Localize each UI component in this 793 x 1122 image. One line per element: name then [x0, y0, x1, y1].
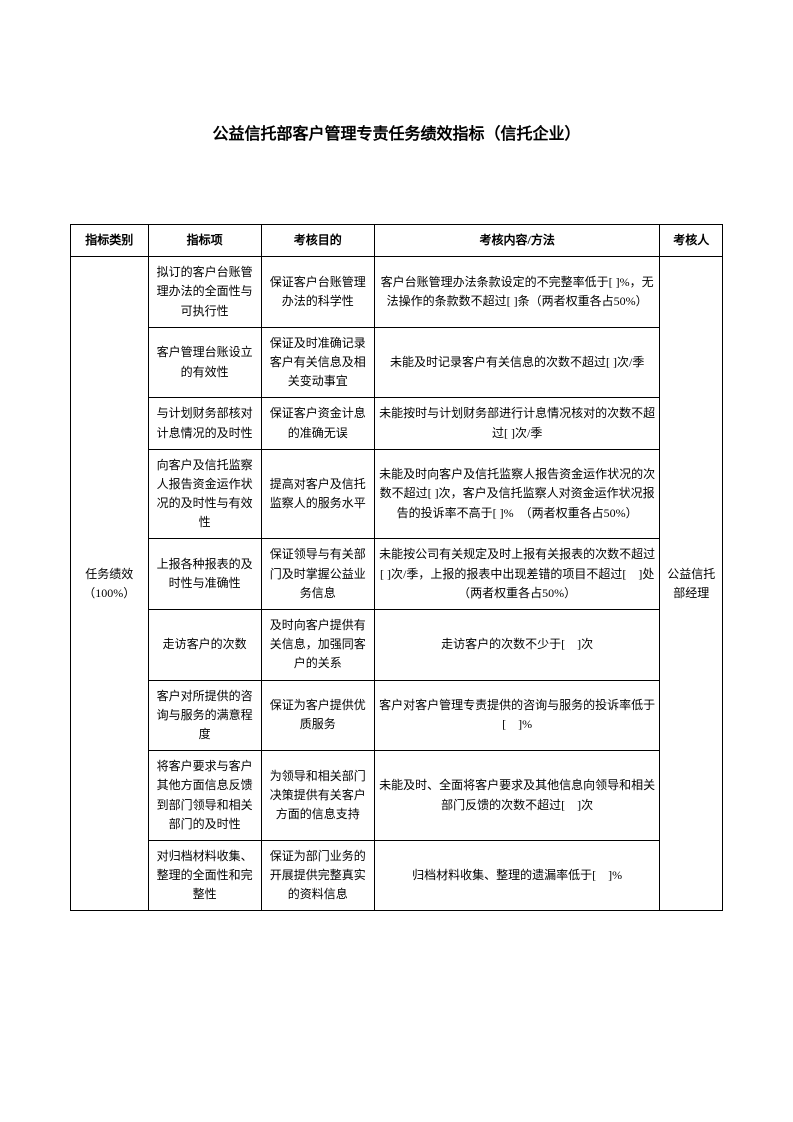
indicator-cell: 走访客户的次数	[148, 610, 261, 681]
table-row: 对归档材料收集、整理的全面性和完整性 保证为部门业务的开展提供完整真实的资料信息…	[71, 840, 723, 911]
indicator-cell: 与计划财务部核对计息情况的及时性	[148, 398, 261, 449]
table-row: 走访客户的次数 及时向客户提供有关信息，加强同客户的关系 走访客户的次数不少于[…	[71, 610, 723, 681]
purpose-cell: 保证客户资金计息的准确无误	[261, 398, 374, 449]
method-cell: 走访客户的次数不少于[ ]次	[374, 610, 660, 681]
table-row: 客户管理台账设立的有效性 保证及时准确记录客户有关信息及相关变动事宜 未能及时记…	[71, 327, 723, 398]
table-row: 客户对所提供的咨询与服务的满意程度 保证为客户提供优质服务 客户对客户管理专责提…	[71, 680, 723, 751]
method-cell: 客户台账管理办法条款设定的不完整率低于[ ]%，无法操作的条款数不超过[ ]条（…	[374, 257, 660, 328]
assessor-cell: 公益信托部经理	[660, 257, 723, 911]
method-cell: 未能及时、全面将客户要求及其他信息向领导和相关部门反馈的次数不超过[ ]次	[374, 751, 660, 841]
page-title: 公益信托部客户管理专责任务绩效指标（信托企业）	[70, 120, 723, 144]
purpose-cell: 保证及时准确记录客户有关信息及相关变动事宜	[261, 327, 374, 398]
table-row: 与计划财务部核对计息情况的及时性 保证客户资金计息的准确无误 未能按时与计划财务…	[71, 398, 723, 449]
purpose-cell: 保证领导与有关部门及时掌握公益业务信息	[261, 539, 374, 610]
header-purpose: 考核目的	[261, 225, 374, 257]
indicator-cell: 上报各种报表的及时性与准确性	[148, 539, 261, 610]
kpi-table: 指标类别 指标项 考核目的 考核内容/方法 考核人 任务绩效（100%） 拟订的…	[70, 224, 723, 911]
table-row: 将客户要求与客户其他方面信息反馈到部门领导和相关部门的及时性 为领导和相关部门决…	[71, 751, 723, 841]
indicator-cell: 将客户要求与客户其他方面信息反馈到部门领导和相关部门的及时性	[148, 751, 261, 841]
method-cell: 客户对客户管理专责提供的咨询与服务的投诉率低于[ ]%	[374, 680, 660, 751]
category-cell: 任务绩效（100%）	[71, 257, 149, 911]
table-row: 任务绩效（100%） 拟订的客户台账管理办法的全面性与可执行性 保证客户台账管理…	[71, 257, 723, 328]
table-row: 向客户及信托监察人报告资金运作状况的及时性与有效性 提高对客户及信托监察人的服务…	[71, 449, 723, 539]
purpose-cell: 为领导和相关部门决策提供有关客户方面的信息支持	[261, 751, 374, 841]
indicator-cell: 对归档材料收集、整理的全面性和完整性	[148, 840, 261, 911]
purpose-cell: 保证客户台账管理办法的科学性	[261, 257, 374, 328]
purpose-cell: 保证为部门业务的开展提供完整真实的资料信息	[261, 840, 374, 911]
indicator-cell: 拟订的客户台账管理办法的全面性与可执行性	[148, 257, 261, 328]
purpose-cell: 提高对客户及信托监察人的服务水平	[261, 449, 374, 539]
method-cell: 归档材料收集、整理的遗漏率低于[ ]%	[374, 840, 660, 911]
purpose-cell: 及时向客户提供有关信息，加强同客户的关系	[261, 610, 374, 681]
method-cell: 未能及时向客户及信托监察人报告资金运作状况的次数不超过[ ]次，客户及信托监察人…	[374, 449, 660, 539]
header-indicator: 指标项	[148, 225, 261, 257]
header-method: 考核内容/方法	[374, 225, 660, 257]
table-row: 上报各种报表的及时性与准确性 保证领导与有关部门及时掌握公益业务信息 未能按公司…	[71, 539, 723, 610]
method-cell: 未能及时记录客户有关信息的次数不超过[ ]次/季	[374, 327, 660, 398]
indicator-cell: 客户管理台账设立的有效性	[148, 327, 261, 398]
table-header-row: 指标类别 指标项 考核目的 考核内容/方法 考核人	[71, 225, 723, 257]
indicator-cell: 客户对所提供的咨询与服务的满意程度	[148, 680, 261, 751]
header-assessor: 考核人	[660, 225, 723, 257]
method-cell: 未能按时与计划财务部进行计息情况核对的次数不超过[ ]次/季	[374, 398, 660, 449]
method-cell: 未能按公司有关规定及时上报有关报表的次数不超过[ ]次/季，上报的报表中出现差错…	[374, 539, 660, 610]
header-category: 指标类别	[71, 225, 149, 257]
indicator-cell: 向客户及信托监察人报告资金运作状况的及时性与有效性	[148, 449, 261, 539]
purpose-cell: 保证为客户提供优质服务	[261, 680, 374, 751]
